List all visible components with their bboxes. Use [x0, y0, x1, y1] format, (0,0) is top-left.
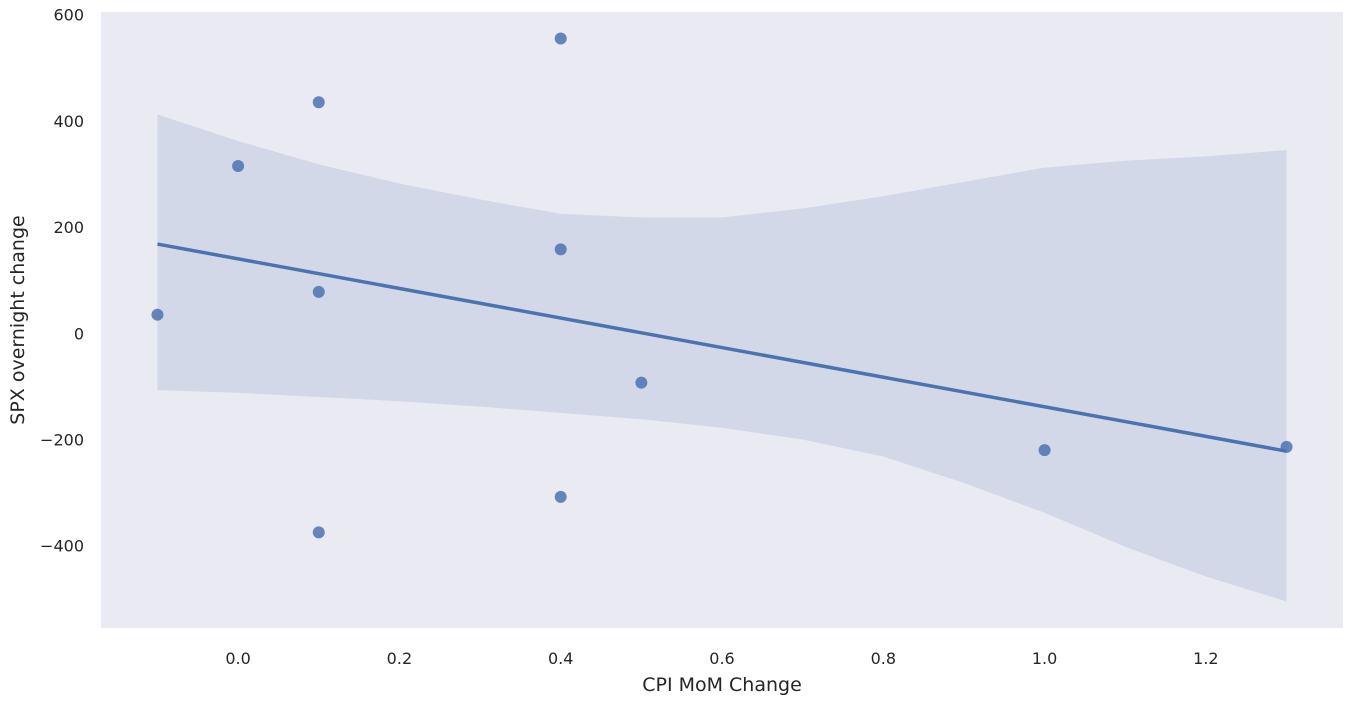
y-tick-label: 400: [53, 112, 84, 131]
y-axis-ticks: −400 −200 0 200 400 600: [40, 6, 84, 556]
y-tick-label: −200: [40, 430, 84, 449]
y-tick-label: 200: [53, 218, 84, 237]
x-tick-label: 0.8: [871, 649, 896, 668]
x-tick-label: 0.6: [709, 649, 734, 668]
x-tick-label: 0.4: [548, 649, 573, 668]
data-point: [1280, 440, 1293, 453]
data-point: [312, 526, 325, 539]
data-point: [1038, 444, 1051, 457]
y-tick-label: 600: [53, 6, 84, 25]
data-point: [312, 285, 325, 298]
regression-line: [157, 242, 1287, 453]
data-point: [554, 490, 567, 503]
data-point: [312, 96, 325, 109]
x-axis-ticks: 0.0 0.2 0.4 0.6 0.8 1.0 1.2: [225, 649, 1218, 668]
y-tick-label: 0: [74, 324, 84, 343]
x-axis-label: CPI MoM Change: [642, 674, 802, 696]
data-points: [151, 32, 1293, 539]
x-tick-label: 0.2: [387, 649, 412, 668]
data-point: [635, 376, 648, 389]
x-tick-label: 1.0: [1032, 649, 1057, 668]
y-tick-label: −400: [40, 537, 84, 556]
y-axis-label: SPX overnight change: [7, 215, 29, 424]
data-point: [232, 160, 245, 172]
data-point: [151, 308, 164, 321]
plot-area: [101, 12, 1343, 628]
data-point: [554, 32, 567, 45]
data-point: [554, 243, 567, 256]
x-tick-label: 1.2: [1193, 649, 1218, 668]
confidence-band: [157, 114, 1287, 602]
x-tick-label: 0.0: [225, 649, 250, 668]
